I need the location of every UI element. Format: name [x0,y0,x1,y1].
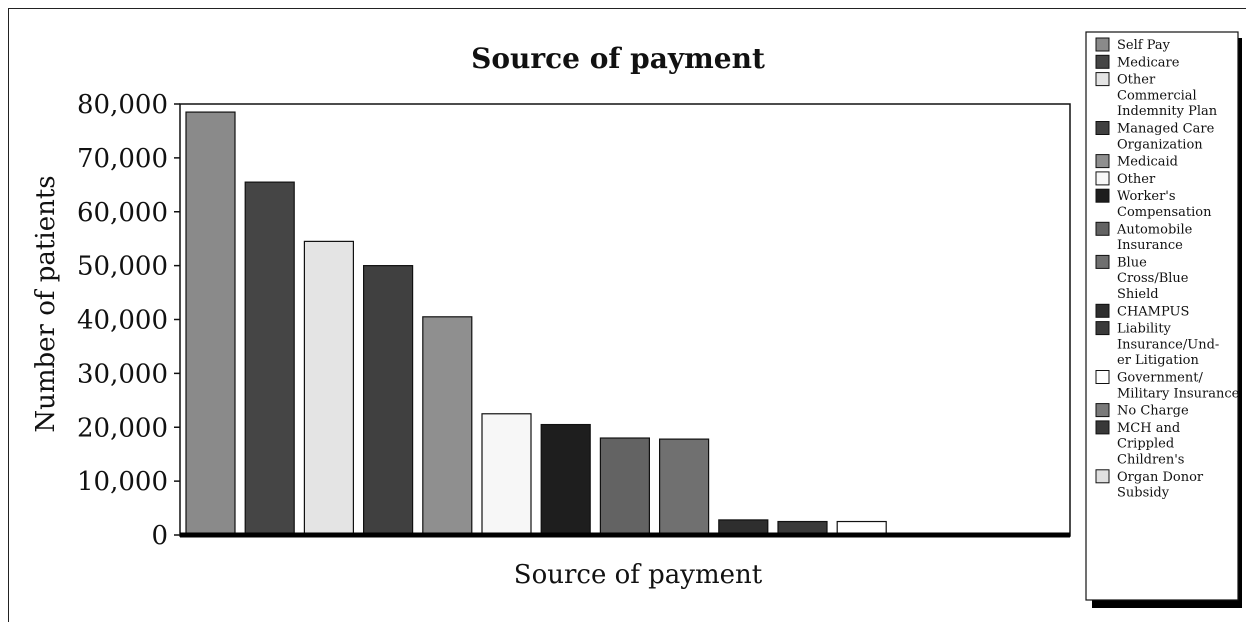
legend-swatch [1095,370,1110,384]
legend-label: Liability [1117,322,1172,337]
bars [185,111,1065,536]
chart-frame [8,8,1246,622]
legend-swatch [1095,54,1110,69]
legend-swatch [1095,403,1110,418]
bar [481,413,532,536]
y-tick-label: 20,000 [77,413,168,443]
y-tick-label: 10,000 [77,467,168,497]
legend-label: Other [1117,73,1156,88]
legend: Self PayMedicareOtherCommercialIndemnity… [1095,37,1240,501]
y-axis-ticks: 0 10,000 20,000 30,000 40,000 50,000 60,000 70,… [77,90,180,551]
bar [422,316,473,536]
x-axis-label: Source of payment [514,560,763,590]
legend-label: Self Pay [1117,38,1171,53]
bar [658,438,710,536]
legend-label: Crippled [1117,437,1174,452]
legend-label: Subsidy [1117,486,1170,501]
legend-label: Military Insurance [1117,386,1240,401]
legend-swatch [1095,154,1110,169]
bar [540,423,591,536]
legend-label: Organ Donor [1117,470,1204,485]
y-tick-label: 80,000 [77,90,168,120]
bar [303,240,354,536]
legend-label: MCH and [1117,421,1180,436]
legend-label: Medicare [1117,55,1180,70]
y-axis-label: Number of patients [31,175,61,432]
legend-swatch [1095,321,1110,336]
legend-label: Worker's [1117,189,1176,204]
legend-swatch [1095,221,1110,236]
y-tick-label: 50,000 [77,252,168,282]
legend-label: No Charge [1117,404,1189,419]
legend-swatch [1095,303,1110,318]
legend-label: Children's [1117,453,1184,468]
y-tick-label: 0 [151,521,168,551]
bar [363,265,414,536]
legend-label: Organization [1117,137,1203,152]
legend-label: Insurance/Und- [1117,337,1219,352]
y-tick-label: 60,000 [77,198,168,228]
bar [244,181,295,536]
legend-label: CHAMPUS [1117,304,1189,319]
legend-swatch [1095,171,1110,186]
legend-label: Automobile [1116,222,1193,237]
legend-swatch [1095,469,1110,484]
legend-swatch [1095,121,1110,135]
legend-label: Other [1117,172,1156,187]
legend-label: er Litigation [1117,353,1199,368]
legend-box [1085,31,1239,601]
legend-label: Government/ [1117,371,1203,386]
legend-swatch [1095,188,1110,203]
legend-label: Insurance [1117,238,1183,253]
legend-label: Medicaid [1117,155,1178,170]
legend-label: Blue [1117,255,1147,270]
legend-label: Compensation [1117,205,1212,220]
legend-swatch [1095,420,1110,435]
chart-title: Source of payment [471,42,765,75]
bar [599,437,651,536]
y-tick-label: 40,000 [77,306,168,336]
legend-label: Managed Care [1117,122,1215,137]
legend-label: Commercial [1117,88,1197,103]
legend-swatch [1095,254,1110,269]
y-tick-label: 70,000 [77,144,168,174]
legend-label: Cross/Blue [1117,271,1189,286]
legend-swatch [1095,37,1110,52]
legend-swatch [1095,72,1110,87]
legend-label: Indemnity Plan [1117,104,1218,119]
legend-label: Shield [1117,287,1159,302]
bar [185,111,236,536]
y-tick-label: 30,000 [77,359,168,389]
